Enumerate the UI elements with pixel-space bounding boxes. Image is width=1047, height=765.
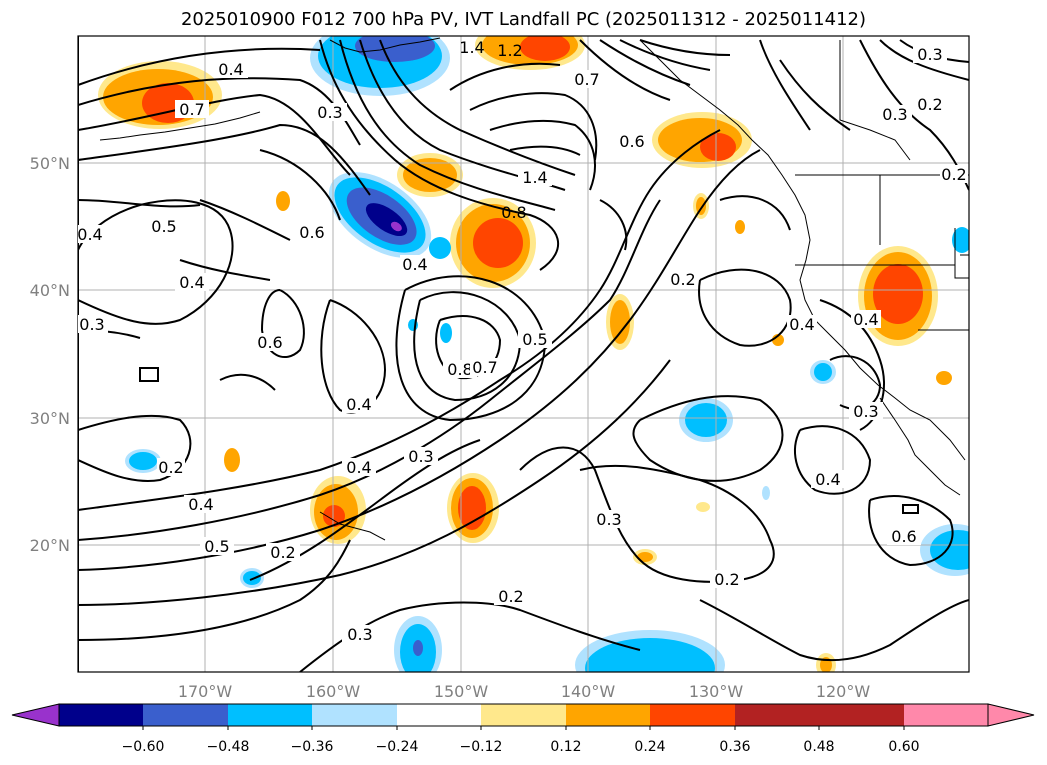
contour-label: 0.4 [346,458,371,477]
shade-neg-subtrop-east [679,398,733,442]
contour-label: 1.4 [522,168,547,187]
map-title: 2025010900 F012 700 hPa PV, IVT Landfall… [180,9,867,30]
shade-neg-jet [328,172,432,258]
colorbar-segment [566,704,650,726]
shade-pos-small [224,191,952,672]
latitude-labels: 50°N 40°N 30°N 20°N [30,154,70,555]
contour-label: 0.4 [402,255,427,274]
contour-label: 0.3 [408,447,433,466]
contour-label: 0.7 [472,358,497,377]
graticule [78,36,969,672]
colorbar-segment [59,704,143,726]
lat-tick-label: 50°N [30,154,70,173]
colorbar-tick-label: −0.48 [207,739,250,755]
colorbar-segment [143,704,228,726]
lon-tick-label: 160°W [306,682,361,701]
contour-label: 0.4 [346,395,371,414]
contour-label: 0.8 [447,360,472,379]
colorbar-segment [819,704,904,726]
contour-label: 0.7 [179,100,204,119]
contour-label: 0.4 [179,273,204,292]
contour-label: 0.4 [853,310,878,329]
contour-label: 0.4 [218,60,243,79]
colorbar-extend-min [11,703,60,727]
contour-label: 0.4 [77,225,102,244]
colorbar-segment [735,704,819,726]
contour-label: 1.2 [497,41,522,60]
colorbar-segment [397,704,481,726]
colorbar-tick-label: −0.12 [460,739,503,755]
pv-contours [78,36,969,672]
shade-pos-top [475,36,585,70]
contour-label: 0.3 [317,103,342,122]
lat-tick-label: 30°N [30,409,70,428]
lon-tick-label: 170°W [178,682,233,701]
coastlines [99,37,969,541]
colorbar: −0.60 −0.48 −0.36 −0.24 −0.12 0.12 0.24 … [11,703,1035,755]
map-plot-area [78,36,969,672]
contour-label: 0.2 [714,570,739,589]
shade-pos-mid [397,153,536,288]
contour-label: 0.3 [79,315,104,334]
contour-label: 0.3 [853,402,878,421]
shade-neg-south [394,524,969,672]
colorbar-segment [650,704,735,726]
contour-label: 0.2 [270,543,295,562]
contour-label: 0.3 [882,105,907,124]
contour-labels: 0.4 0.7 0.3 1.2 1.4 0.7 0.3 0.2 0.3 0.2 … [77,38,968,644]
contour-label: 0.3 [917,45,942,64]
plot-frame [77,35,970,673]
colorbar-tick-label: 0.12 [550,739,581,755]
colorbar-tick-label: −0.24 [376,739,419,755]
contour-label: 0.6 [257,333,282,352]
contour-label: 0.3 [347,625,372,644]
contour-label: 1.4 [459,38,484,57]
lat-tick-label: 20°N [30,536,70,555]
contour-label: 0.7 [574,70,599,89]
lat-tick-label: 40°N [30,281,70,300]
contour-label: 0.5 [151,217,176,236]
shade-pos-hawaii [310,476,366,544]
contour-label: 0.6 [619,132,644,151]
colorbar-tick-label: 0.48 [803,739,834,755]
contour-label: 0.3 [596,510,621,529]
lon-tick-label: 140°W [561,682,616,701]
shade-neg-top [310,36,450,96]
contour-label: 0.2 [941,165,966,184]
contour-label: 0.8 [501,203,526,222]
contour-label: 0.6 [299,223,324,242]
colorbar-segment [228,704,312,726]
colorbar-tick-label: −0.36 [291,739,334,755]
shade-pos-california [858,246,938,346]
colorbar-segment [312,704,397,726]
longitude-labels: 170°W 160°W 150°W 140°W 130°W 120°W [178,682,871,701]
contour-label: 0.6 [891,527,916,546]
contour-label: 0.4 [789,315,814,334]
colorbar-tick-label: 0.60 [888,739,919,755]
lon-tick-label: 130°W [689,682,744,701]
lon-tick-label: 120°W [816,682,871,701]
colorbar-tick-label: 0.24 [634,739,665,755]
positive-anomaly-fill [98,36,952,672]
colorbar-segment [904,704,988,726]
lon-tick-label: 150°W [434,682,489,701]
colorbar-segment [481,704,566,726]
contour-label: 0.2 [917,95,942,114]
colorbar-tick-label: −0.60 [122,739,165,755]
contour-label: 0.4 [188,495,213,514]
contour-label: 0.5 [522,330,547,349]
contour-label: 0.2 [158,458,183,477]
negative-anomaly-fill [125,36,969,672]
contour-label: 0.2 [670,270,695,289]
shade-pos-subtrop [447,473,499,543]
shade-neg-small [125,227,969,588]
colorbar-extend-max [987,703,1035,727]
contour-label: 0.4 [815,470,840,489]
colorbar-outline [58,703,989,727]
colorbar-tick-label: 0.36 [719,739,750,755]
contour-label: 0.5 [204,537,229,556]
contour-label: 0.2 [498,587,523,606]
